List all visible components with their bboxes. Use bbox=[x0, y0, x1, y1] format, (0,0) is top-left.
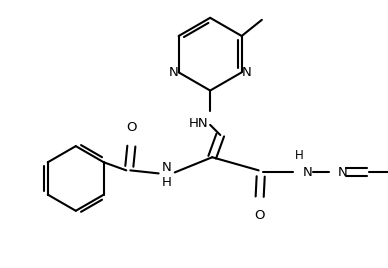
Text: N: N bbox=[169, 66, 178, 79]
Text: H: H bbox=[295, 149, 303, 162]
Text: O: O bbox=[255, 209, 265, 222]
Text: HN: HN bbox=[189, 117, 208, 130]
Text: N
H: N H bbox=[162, 161, 171, 189]
Text: O: O bbox=[126, 121, 137, 134]
Text: N: N bbox=[242, 66, 251, 79]
Text: N: N bbox=[303, 166, 313, 179]
Text: N: N bbox=[338, 166, 347, 179]
